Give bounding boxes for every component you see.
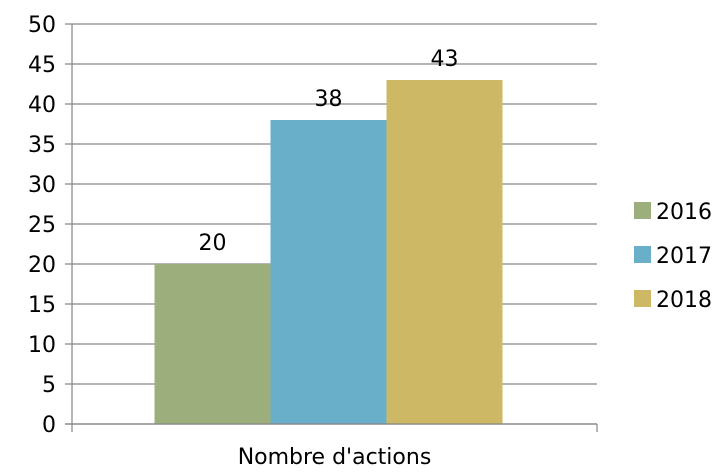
data-label-2017: 38 [315,87,343,112]
legend-label-2016: 2016 [656,200,712,225]
bars [154,80,503,424]
y-tick-label-5: 5 [42,373,56,398]
bar-2017 [270,120,387,424]
x-category-label: Nombre d'actions [238,445,432,470]
y-tick-label-10: 10 [28,333,56,358]
legend-swatch-2016 [634,202,651,219]
legend: 2016 2017 2018 [634,200,712,313]
y-tick-label-50: 50 [28,13,56,38]
axes [65,24,598,432]
y-tick-label-15: 15 [28,293,56,318]
legend-label-2017: 2017 [656,244,712,269]
y-tick-label-0: 0 [42,413,56,438]
y-tick-label-35: 35 [28,133,56,158]
y-tick-label-45: 45 [28,53,56,78]
y-tick-label-20: 20 [28,253,56,278]
legend-swatch-2017 [634,246,651,263]
x-axis-category-labels: Nombre d'actions [238,445,432,470]
data-labels: 20 38 43 [199,47,459,256]
y-tick-label-40: 40 [28,93,56,118]
bar-2018 [386,80,503,424]
data-label-2018: 43 [431,47,459,72]
data-label-2016: 20 [199,231,227,256]
legend-label-2018: 2018 [656,288,712,313]
bar-2016 [154,264,271,424]
legend-swatch-2018 [634,290,651,307]
y-tick-label-25: 25 [28,213,56,238]
y-axis-tick-labels: 0 5 10 15 20 25 30 35 40 45 50 [28,13,56,438]
y-tick-label-30: 30 [28,173,56,198]
